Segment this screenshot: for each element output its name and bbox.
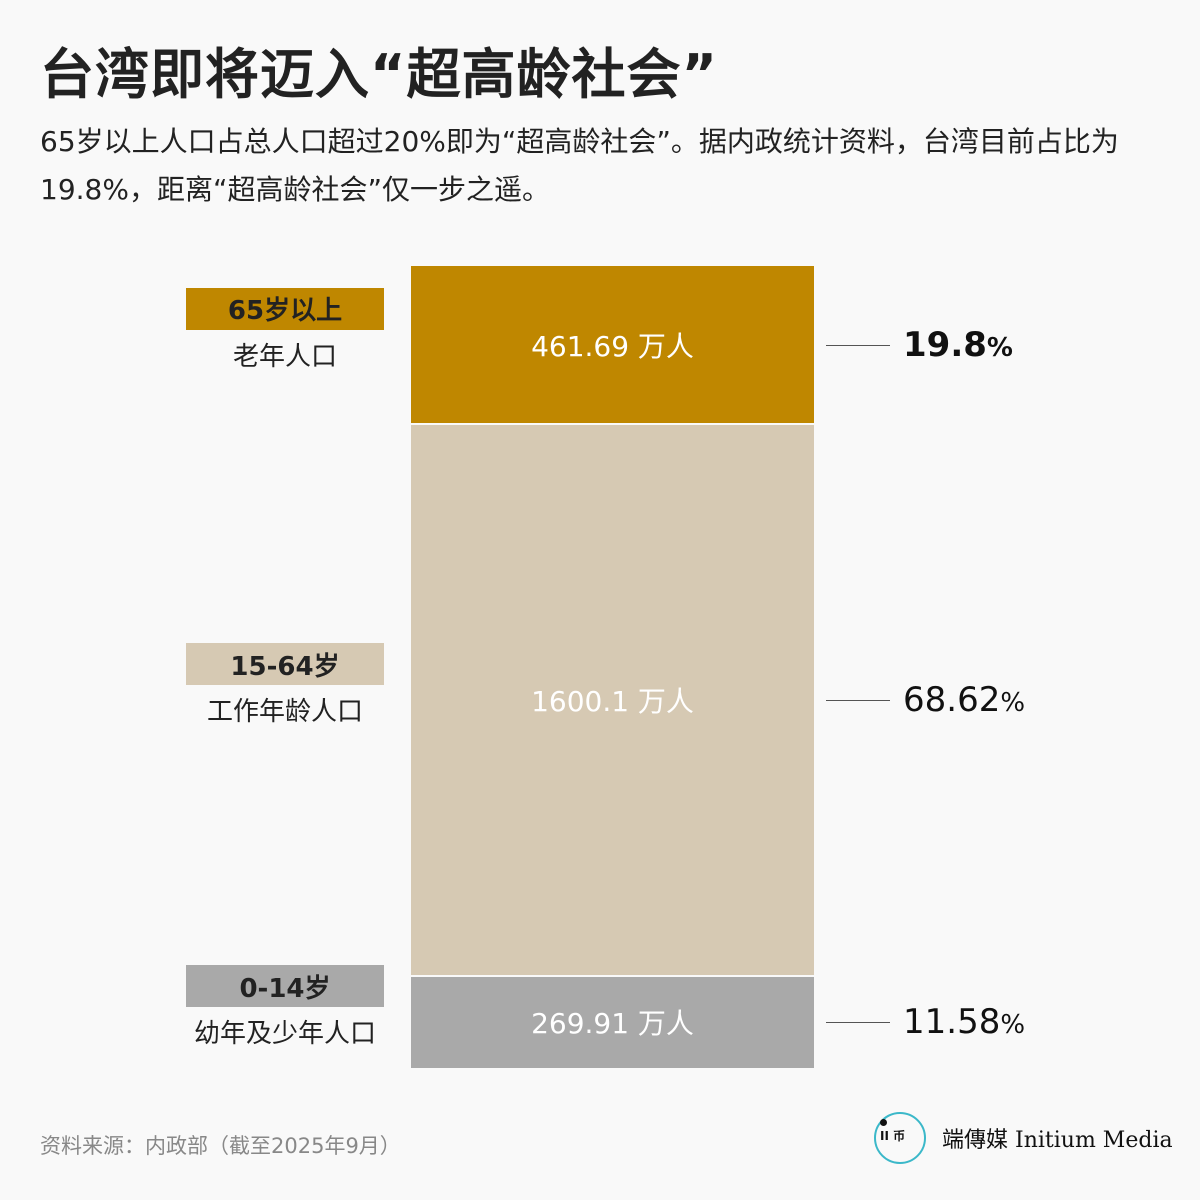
percent-value: 68.62	[903, 680, 1001, 721]
category-tag: 15-64岁	[186, 643, 384, 686]
percent-label: 19.8%	[903, 325, 1013, 365]
chart-subtitle: 65岁以上人口占总人口超过20%即为“超高龄社会”。据内政统计资料，台湾目前占比…	[40, 125, 1119, 206]
logo: II 币 端傳媒 Initium Media	[874, 1112, 1173, 1164]
percent-sign: %	[1000, 1010, 1026, 1041]
percent-value: 19.8	[903, 324, 987, 365]
percent-sign: %	[1000, 688, 1026, 719]
leader-line	[826, 1022, 890, 1024]
leader-line	[826, 344, 890, 346]
percent-label: 68.62%	[903, 680, 1025, 720]
category-description: 幼年及少年人口	[193, 1019, 376, 1050]
percent-sign: %	[986, 332, 1013, 363]
category-description: 工作年龄人口	[206, 697, 363, 728]
chart-title: 台湾即将迈入“超高龄社会”	[40, 43, 718, 106]
logo-name-zh: 端傳媒	[942, 1128, 1009, 1153]
category-description: 老年人口	[232, 341, 337, 372]
value-label: 269.91 万人	[531, 1007, 694, 1041]
bar-segment: 461.69 万人	[411, 266, 814, 424]
leader-line	[826, 700, 890, 702]
bar-segment: 269.91 万人	[411, 976, 814, 1068]
category-tag: 0-14岁	[186, 965, 384, 1008]
category-tag: 65岁以上	[186, 287, 384, 330]
logo-name-en: Initium Media	[1015, 1128, 1173, 1153]
source-note: 资料来源：内政部（截至2025年9月）	[40, 1134, 401, 1158]
value-label: 1600.1 万人	[531, 685, 694, 719]
percent-label: 11.58%	[903, 1002, 1025, 1042]
percent-value: 11.58	[903, 1002, 1001, 1043]
value-label: 461.69 万人	[531, 329, 694, 363]
bar-segment: 1600.1 万人	[411, 425, 814, 975]
logo-icon: II 币	[874, 1112, 926, 1164]
